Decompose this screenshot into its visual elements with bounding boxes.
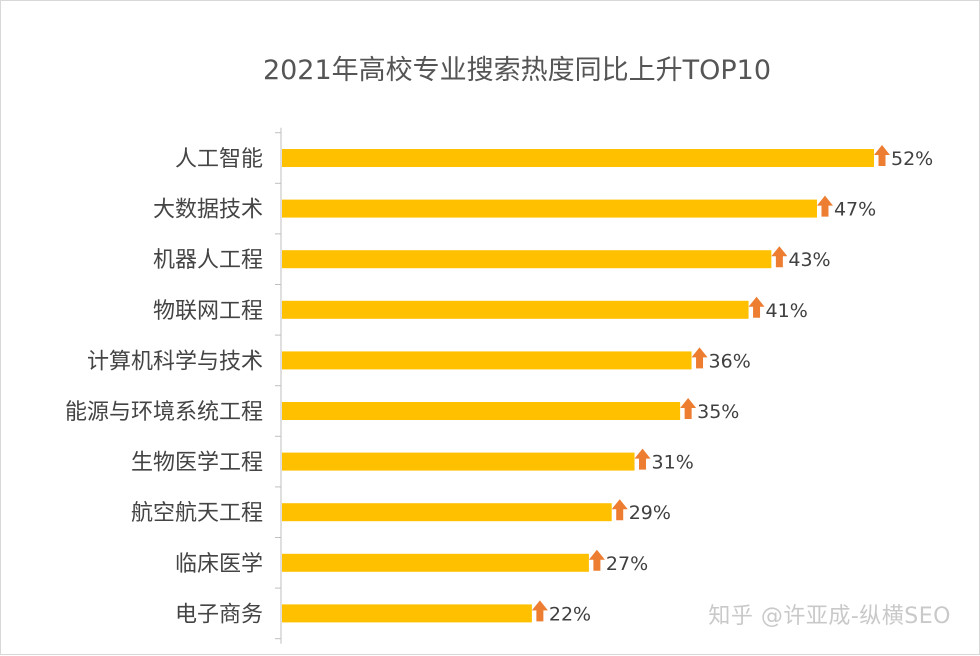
value-label: 36%: [709, 350, 751, 372]
value-label: 27%: [606, 553, 648, 575]
up-arrow-icon: [691, 347, 708, 369]
up-arrow-icon: [816, 195, 833, 217]
value-label: 43%: [788, 249, 830, 271]
bar: [282, 149, 874, 167]
category-label: 临床医学: [175, 552, 263, 577]
value-label: 35%: [697, 401, 739, 423]
bars: [282, 149, 874, 623]
category-label: 计算机科学与技术: [87, 349, 263, 374]
bar: [282, 250, 772, 269]
value-label: 47%: [834, 199, 876, 221]
up-arrow-icon: [634, 448, 651, 470]
bar: [282, 553, 589, 572]
category-label: 能源与环境系统工程: [65, 400, 263, 425]
up-arrow-icon: [771, 246, 788, 268]
up-arrow-icon: [748, 296, 765, 318]
up-arrow-icon: [588, 549, 605, 571]
value-label: 22%: [549, 603, 591, 625]
category-labels: 人工智能大数据技术机器人工程物联网工程计算机科学与技术能源与环境系统工程生物医学…: [65, 147, 263, 627]
bar: [282, 604, 532, 623]
category-label: 电子商务: [175, 602, 263, 627]
category-label: 航空航天工程: [131, 501, 263, 526]
chart-title: 2021年高校专业搜索热度同比上升TOP10: [263, 55, 771, 86]
up-arrow-icon: [531, 600, 548, 622]
value-label: 52%: [891, 148, 933, 170]
bar: [282, 300, 749, 319]
up-arrows: [531, 145, 890, 622]
category-label: 机器人工程: [153, 248, 263, 273]
bar: [282, 503, 612, 522]
up-arrow-icon: [611, 499, 628, 521]
category-label: 大数据技术: [153, 198, 263, 223]
bar: [282, 351, 692, 370]
value-label: 31%: [652, 452, 694, 474]
value-label: 41%: [766, 300, 808, 322]
up-arrow-icon: [680, 398, 697, 419]
category-label: 生物医学工程: [131, 451, 263, 476]
bar: [282, 402, 681, 420]
category-label: 物联网工程: [153, 299, 263, 324]
value-label: 29%: [629, 502, 671, 524]
bar: [282, 199, 817, 218]
value-labels: 52% 47% 43% 41% 36% 35% 31% 29% 27% 22%: [549, 148, 933, 625]
up-arrow-icon: [874, 145, 890, 166]
watermark-text: 知乎 @许亚成-纵横SEO: [708, 604, 951, 629]
bar: [282, 452, 635, 471]
category-label: 人工智能: [175, 147, 263, 172]
y-axis: [275, 127, 282, 644]
